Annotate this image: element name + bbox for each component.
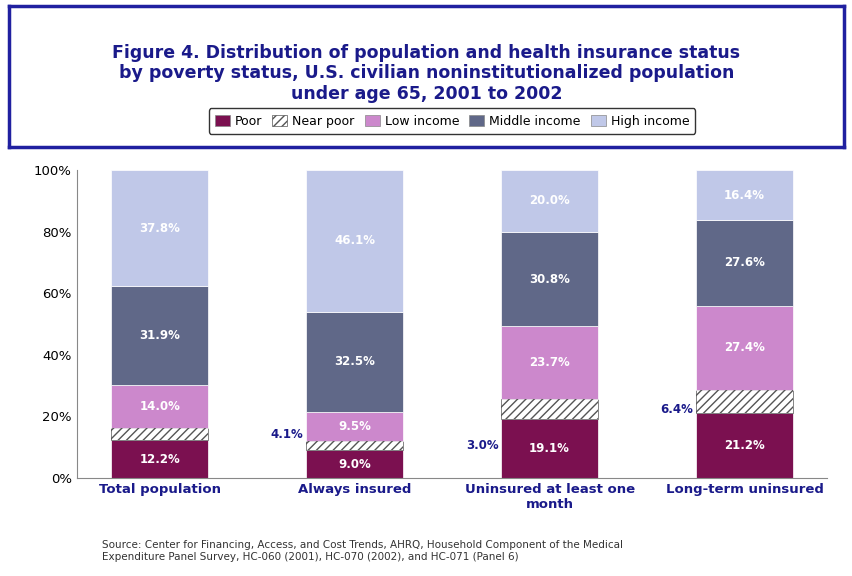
- Text: 21.2%: 21.2%: [723, 439, 764, 452]
- Bar: [500, 170, 597, 232]
- Bar: [306, 450, 403, 478]
- Bar: [695, 170, 792, 221]
- Bar: [111, 428, 208, 441]
- Text: 14.0%: 14.0%: [139, 400, 180, 413]
- Bar: [500, 327, 597, 400]
- Text: 3.0%: 3.0%: [465, 439, 498, 452]
- Text: 27.4%: 27.4%: [723, 341, 764, 354]
- Bar: [500, 419, 597, 478]
- Bar: [695, 390, 792, 413]
- Text: Figure 4. Distribution of population and health insurance status
by poverty stat: Figure 4. Distribution of population and…: [112, 44, 740, 103]
- Bar: [695, 305, 792, 390]
- Bar: [111, 428, 208, 441]
- Text: 27.6%: 27.6%: [723, 256, 764, 270]
- Legend: Poor, Near poor, Low income, Middle income, High income: Poor, Near poor, Low income, Middle inco…: [209, 108, 694, 134]
- Bar: [111, 286, 208, 385]
- Text: Source: Center for Financing, Access, and Cost Trends, AHRQ, Household Component: Source: Center for Financing, Access, an…: [102, 540, 623, 562]
- Bar: [306, 312, 403, 412]
- Text: 9.5%: 9.5%: [337, 420, 371, 433]
- Bar: [500, 400, 597, 419]
- Text: 31.9%: 31.9%: [139, 329, 180, 342]
- Text: 32.5%: 32.5%: [334, 355, 375, 368]
- Text: 46.1%: 46.1%: [334, 234, 375, 247]
- Bar: [306, 441, 403, 450]
- Bar: [306, 169, 403, 312]
- Text: 19.1%: 19.1%: [528, 442, 569, 455]
- Bar: [500, 400, 597, 419]
- Text: 23.7%: 23.7%: [528, 357, 569, 369]
- Bar: [111, 170, 208, 286]
- Bar: [306, 441, 403, 450]
- Text: 9.0%: 9.0%: [338, 458, 371, 471]
- Bar: [695, 413, 792, 478]
- Text: 30.8%: 30.8%: [528, 272, 569, 286]
- Text: 37.8%: 37.8%: [139, 222, 180, 234]
- Bar: [111, 441, 208, 478]
- Text: 4.1%: 4.1%: [270, 427, 303, 441]
- Text: 6.4%: 6.4%: [660, 403, 693, 416]
- Bar: [500, 232, 597, 327]
- Text: 20.0%: 20.0%: [528, 194, 569, 207]
- Text: 16.4%: 16.4%: [723, 189, 764, 202]
- Bar: [111, 385, 208, 428]
- Text: 12.2%: 12.2%: [139, 453, 180, 466]
- Bar: [695, 390, 792, 413]
- Bar: [306, 412, 403, 441]
- Bar: [695, 221, 792, 305]
